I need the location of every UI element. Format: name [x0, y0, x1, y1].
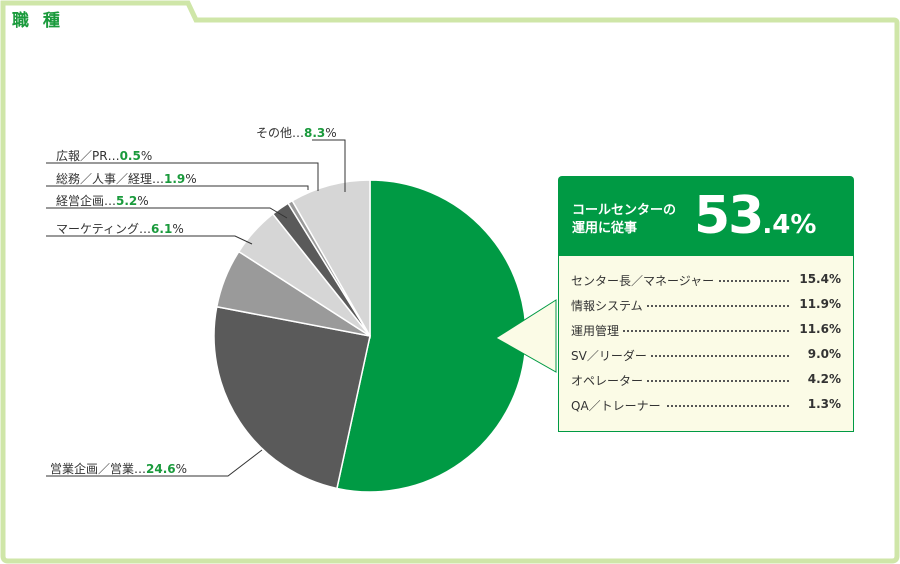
- label-sales: 営業企画／営業…24.6%: [50, 462, 188, 476]
- leader-line-marketing: [46, 235, 253, 245]
- leader-line-pr: [46, 162, 319, 191]
- callout-header: コールセンターの 運用に従事 53.4%: [558, 176, 854, 256]
- callout-breakdown: センター長／マネージャー 15.4% 情報システム 11.9% 運用管理 11.6% …: [558, 256, 854, 432]
- breakdown-row: 運用管理 11.6%: [571, 322, 841, 339]
- breakdown-row: センター長／マネージャー 15.4%: [571, 272, 841, 289]
- label-other: その他…8.3%: [256, 126, 337, 140]
- pie-slice-1: [213, 305, 371, 490]
- label-pr: 広報／PR…0.5%: [56, 149, 153, 163]
- label-admin: 総務／人事／経理…1.9%: [56, 172, 197, 186]
- callout-box: コールセンターの 運用に従事 53.4% センター長／マネージャー 15.4% 情…: [558, 176, 854, 433]
- leader-line-other: [312, 139, 346, 192]
- callout-pointer: [495, 299, 557, 373]
- leader-line-planning: [46, 207, 288, 219]
- label-planning: 経営企画…5.2%: [56, 194, 149, 208]
- leader-line-sales: [46, 449, 263, 477]
- page-title: 職 種: [12, 11, 64, 31]
- pie-slice-6: [291, 179, 371, 339]
- breakdown-row: オペレーター 4.2%: [571, 372, 841, 389]
- callout-percentage: 53.4%: [694, 186, 817, 246]
- callout-title: コールセンターの 運用に従事: [572, 203, 677, 236]
- breakdown-row: QA／トレーナー 1.3%: [571, 397, 841, 414]
- leader-line-admin: [46, 185, 309, 190]
- label-marketing: マーケティング…6.1%: [56, 222, 184, 236]
- breakdown-row: SV／リーダー 9.0%: [571, 347, 841, 364]
- breakdown-row: 情報システム 11.9%: [571, 297, 841, 314]
